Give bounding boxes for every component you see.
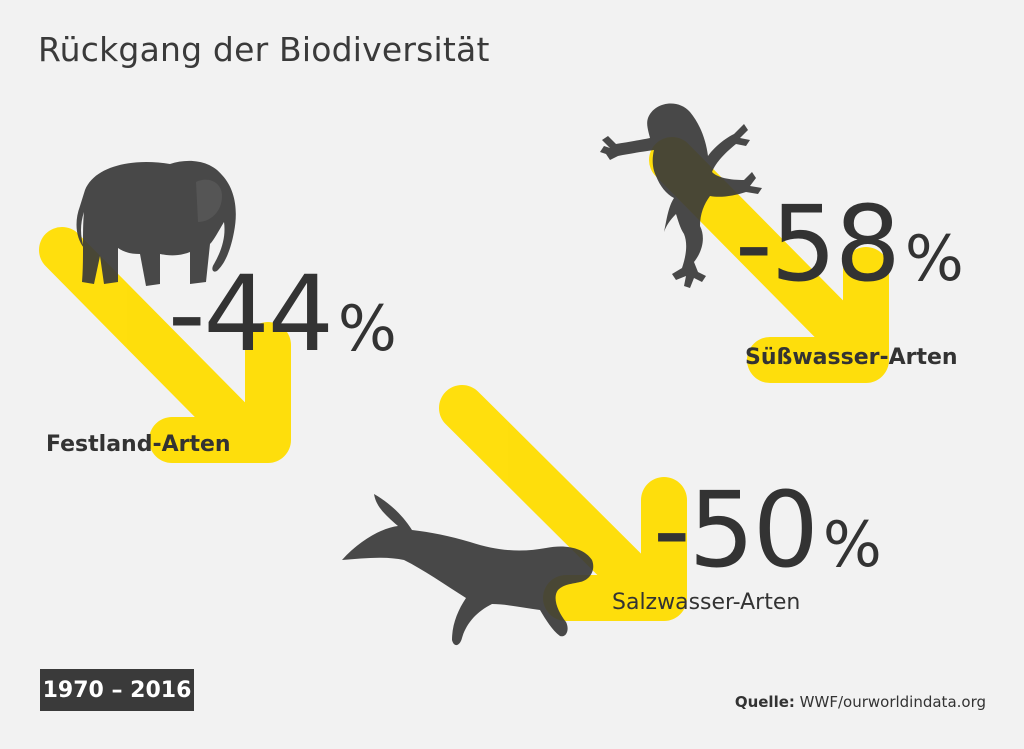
stat-saltwater: -50% <box>653 478 882 582</box>
source-label: Quelle: <box>734 693 795 711</box>
stat-value: -58 <box>735 183 901 305</box>
stat-value: -44 <box>168 253 334 375</box>
source-text: WWF/ourworldindata.org <box>799 693 986 711</box>
page-title: Rückgang der Biodiversität <box>38 30 490 69</box>
stat-unit: % <box>337 292 397 365</box>
stat-value: -50 <box>653 469 819 591</box>
stat-freshwater: -58% <box>735 192 964 296</box>
stat-unit: % <box>822 508 882 581</box>
whale-icon <box>342 494 594 646</box>
frog-icon <box>600 103 762 288</box>
source-note: Quelle: WWF/ourworldindata.org <box>735 693 986 711</box>
stat-land: -44% <box>168 262 397 366</box>
elephant-icon <box>76 160 236 286</box>
period-badge: 1970 – 2016 <box>40 669 194 711</box>
label-land: Festland-Arten <box>46 432 231 457</box>
arrow-saltwater <box>439 385 687 621</box>
label-saltwater: Salzwasser-Arten <box>612 590 801 615</box>
label-freshwater: Süßwasser-Arten <box>745 345 958 370</box>
stat-unit: % <box>904 222 964 295</box>
